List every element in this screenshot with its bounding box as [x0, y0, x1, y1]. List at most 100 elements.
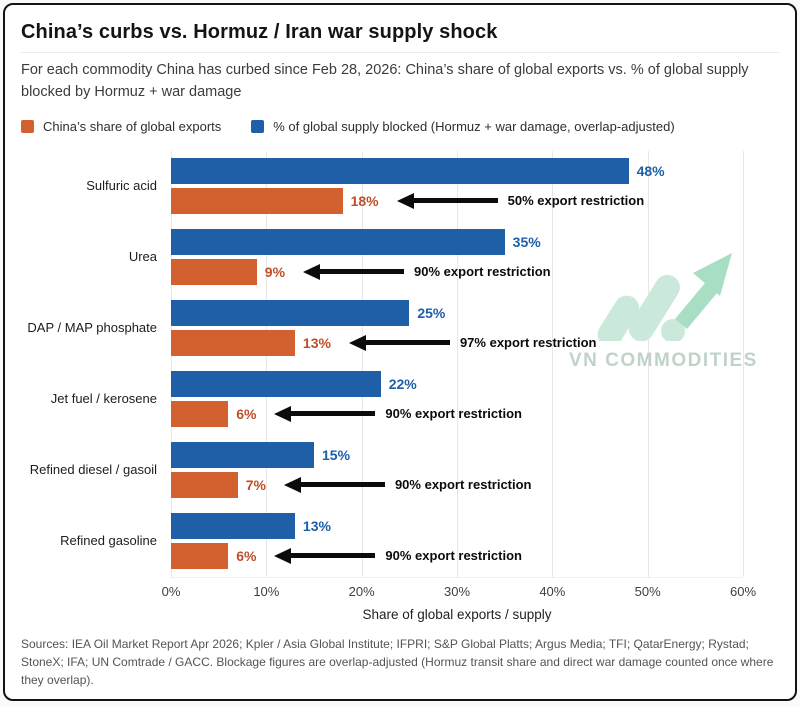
annotation-label: 90% export restriction: [385, 548, 522, 563]
bar-group: 35% 9% 90% export restriction: [171, 222, 743, 293]
watermark-logo-icon: [597, 252, 732, 347]
gridline: [171, 150, 172, 577]
x-tick-label: 10%: [253, 583, 280, 599]
exports-bar-line: 18% 50% export restriction: [171, 187, 743, 214]
exports-bar-line: 6% 90% export restriction: [171, 542, 743, 569]
chart-row: DAP / MAP phosphate 25% 13% 97% export rest…: [21, 293, 779, 364]
gridline: [552, 150, 554, 577]
arrow-head-icon: [274, 547, 292, 564]
arrow-head-icon: [274, 405, 292, 422]
annotation-arrow: 90% export restriction: [274, 547, 522, 564]
bar-value-label: 22%: [388, 375, 417, 392]
gridline: [266, 150, 268, 577]
china-exports-bar: [171, 542, 229, 569]
annotation-arrow: 50% export restriction: [396, 192, 645, 209]
x-tick-label: 0%: [161, 583, 181, 599]
bar-value-label: 48%: [636, 162, 665, 179]
bar-value-label: 25%: [417, 304, 446, 321]
blocked-bar-line: 25%: [171, 299, 743, 326]
china-exports-bar: [171, 187, 343, 214]
legend: China’s share of global exports % of glob…: [21, 119, 779, 134]
bar-value-label: 13%: [302, 517, 331, 534]
category-label: Refined diesel / gasoil: [29, 462, 157, 478]
gridline: [361, 150, 363, 577]
arrow-head-icon: [283, 476, 301, 493]
bar-value-label: 6%: [236, 405, 257, 422]
category-label: Sulfuric acid: [86, 178, 157, 194]
annotation-label: 97% export restriction: [459, 335, 597, 350]
annotation-label: 90% export restriction: [394, 477, 532, 492]
legend-item: China’s share of global exports: [21, 119, 221, 134]
blocked-bar-line: 13%: [171, 512, 743, 539]
bar-group: 48% 18% 50% export restriction: [171, 151, 743, 222]
blocked-supply-bar: [171, 228, 505, 255]
annotation-arrow: 90% export restriction: [303, 263, 551, 280]
legend-label: % of global supply blocked (Hormuz + war…: [273, 118, 675, 134]
chart-rows: Sulfuric acid 48% 18% 50% export restrictio…: [21, 151, 779, 577]
bar-value-label: 9%: [264, 263, 286, 280]
bar-value-label: 6%: [236, 547, 257, 564]
legend-label: China’s share of global exports: [43, 118, 222, 134]
gridline: [743, 150, 744, 577]
x-axis-title: Share of global exports / supply: [362, 606, 552, 622]
bar-group: 22% 6% 90% export restriction: [171, 364, 743, 435]
blocked-bar-line: 22%: [171, 370, 743, 397]
bar-value-label: 35%: [512, 233, 541, 250]
bar-value-label: 7%: [245, 476, 266, 493]
annotation-label: 50% export restriction: [507, 193, 645, 208]
exports-bar-line: 7% 90% export restriction: [171, 471, 743, 498]
arrow-head-icon: [348, 334, 366, 351]
chart-row: Refined gasoline 13% 6% 90% export restrict…: [21, 506, 779, 577]
legend-swatch-icon: [21, 119, 34, 133]
gridline: [647, 150, 649, 577]
chart-row: Jet fuel / kerosene 22% 6% 90% export restr…: [21, 364, 779, 435]
arrow-shaft: [320, 269, 405, 274]
bar-group: 15% 7% 90% export restriction: [171, 435, 743, 506]
arrow-head-icon: [303, 263, 321, 280]
bar-group: 25% 13% 97% export restriction: [171, 293, 743, 364]
annotation-arrow: 90% export restriction: [283, 476, 532, 493]
category-label: Jet fuel / kerosene: [50, 391, 157, 407]
arrow-shaft: [300, 482, 385, 487]
chart-row: Refined diesel / gasoil 15% 7% 90% export r…: [21, 435, 779, 506]
category-label: Urea: [128, 249, 157, 265]
china-exports-bar: [171, 471, 238, 498]
chart-row: Urea 35% 9% 90% export restriction: [21, 222, 779, 293]
watermark: VN COMMODITIES: [569, 249, 758, 372]
x-tick-label: 30%: [443, 583, 471, 599]
bar-value-label: 18%: [350, 192, 379, 209]
blocked-supply-bar: [171, 299, 410, 326]
plot-area: VN COMMODITIES: [171, 150, 756, 578]
exports-bar-line: 13% 97% export restriction: [171, 329, 743, 356]
chart-row: Sulfuric acid 48% 18% 50% export restrictio…: [21, 151, 779, 222]
x-tick-label: 20%: [348, 583, 375, 599]
title-divider: [21, 52, 779, 53]
watermark-text: VN COMMODITIES: [569, 349, 758, 371]
arrow-shaft: [413, 198, 498, 203]
blocked-bar-line: 35%: [171, 228, 743, 255]
blocked-supply-bar: [171, 157, 629, 184]
bar-group: 13% 6% 90% export restriction: [171, 506, 743, 577]
bar-value-label: 13%: [302, 334, 331, 351]
arrow-shaft: [365, 340, 450, 345]
page-title: China’s curbs vs. Hormuz / Iran war supp…: [21, 21, 498, 43]
china-exports-bar: [171, 400, 229, 427]
x-tick-label: 40%: [539, 583, 566, 599]
annotation-arrow: 97% export restriction: [348, 334, 597, 351]
category-label: DAP / MAP phosphate: [27, 320, 157, 336]
legend-swatch-icon: [251, 119, 265, 133]
blocked-bar-line: 48%: [171, 157, 743, 184]
blocked-supply-bar: [171, 512, 295, 539]
blocked-supply-bar: [171, 441, 314, 468]
annotation-arrow: 90% export restriction: [274, 405, 522, 422]
x-tick-label: 50%: [634, 583, 661, 599]
category-label: Refined gasoline: [60, 533, 157, 549]
gridline: [457, 150, 458, 577]
exports-bar-line: 6% 90% export restriction: [171, 400, 743, 427]
x-axis: 0% 10% 20% 30% 40% 50% 60%: [162, 582, 756, 602]
arrow-shaft: [291, 411, 376, 416]
blocked-bar-line: 15%: [171, 441, 743, 468]
legend-item: % of global supply blocked (Hormuz + war…: [251, 118, 675, 134]
annotation-label: 90% export restriction: [414, 264, 551, 279]
x-tick-label: 60%: [729, 583, 757, 599]
